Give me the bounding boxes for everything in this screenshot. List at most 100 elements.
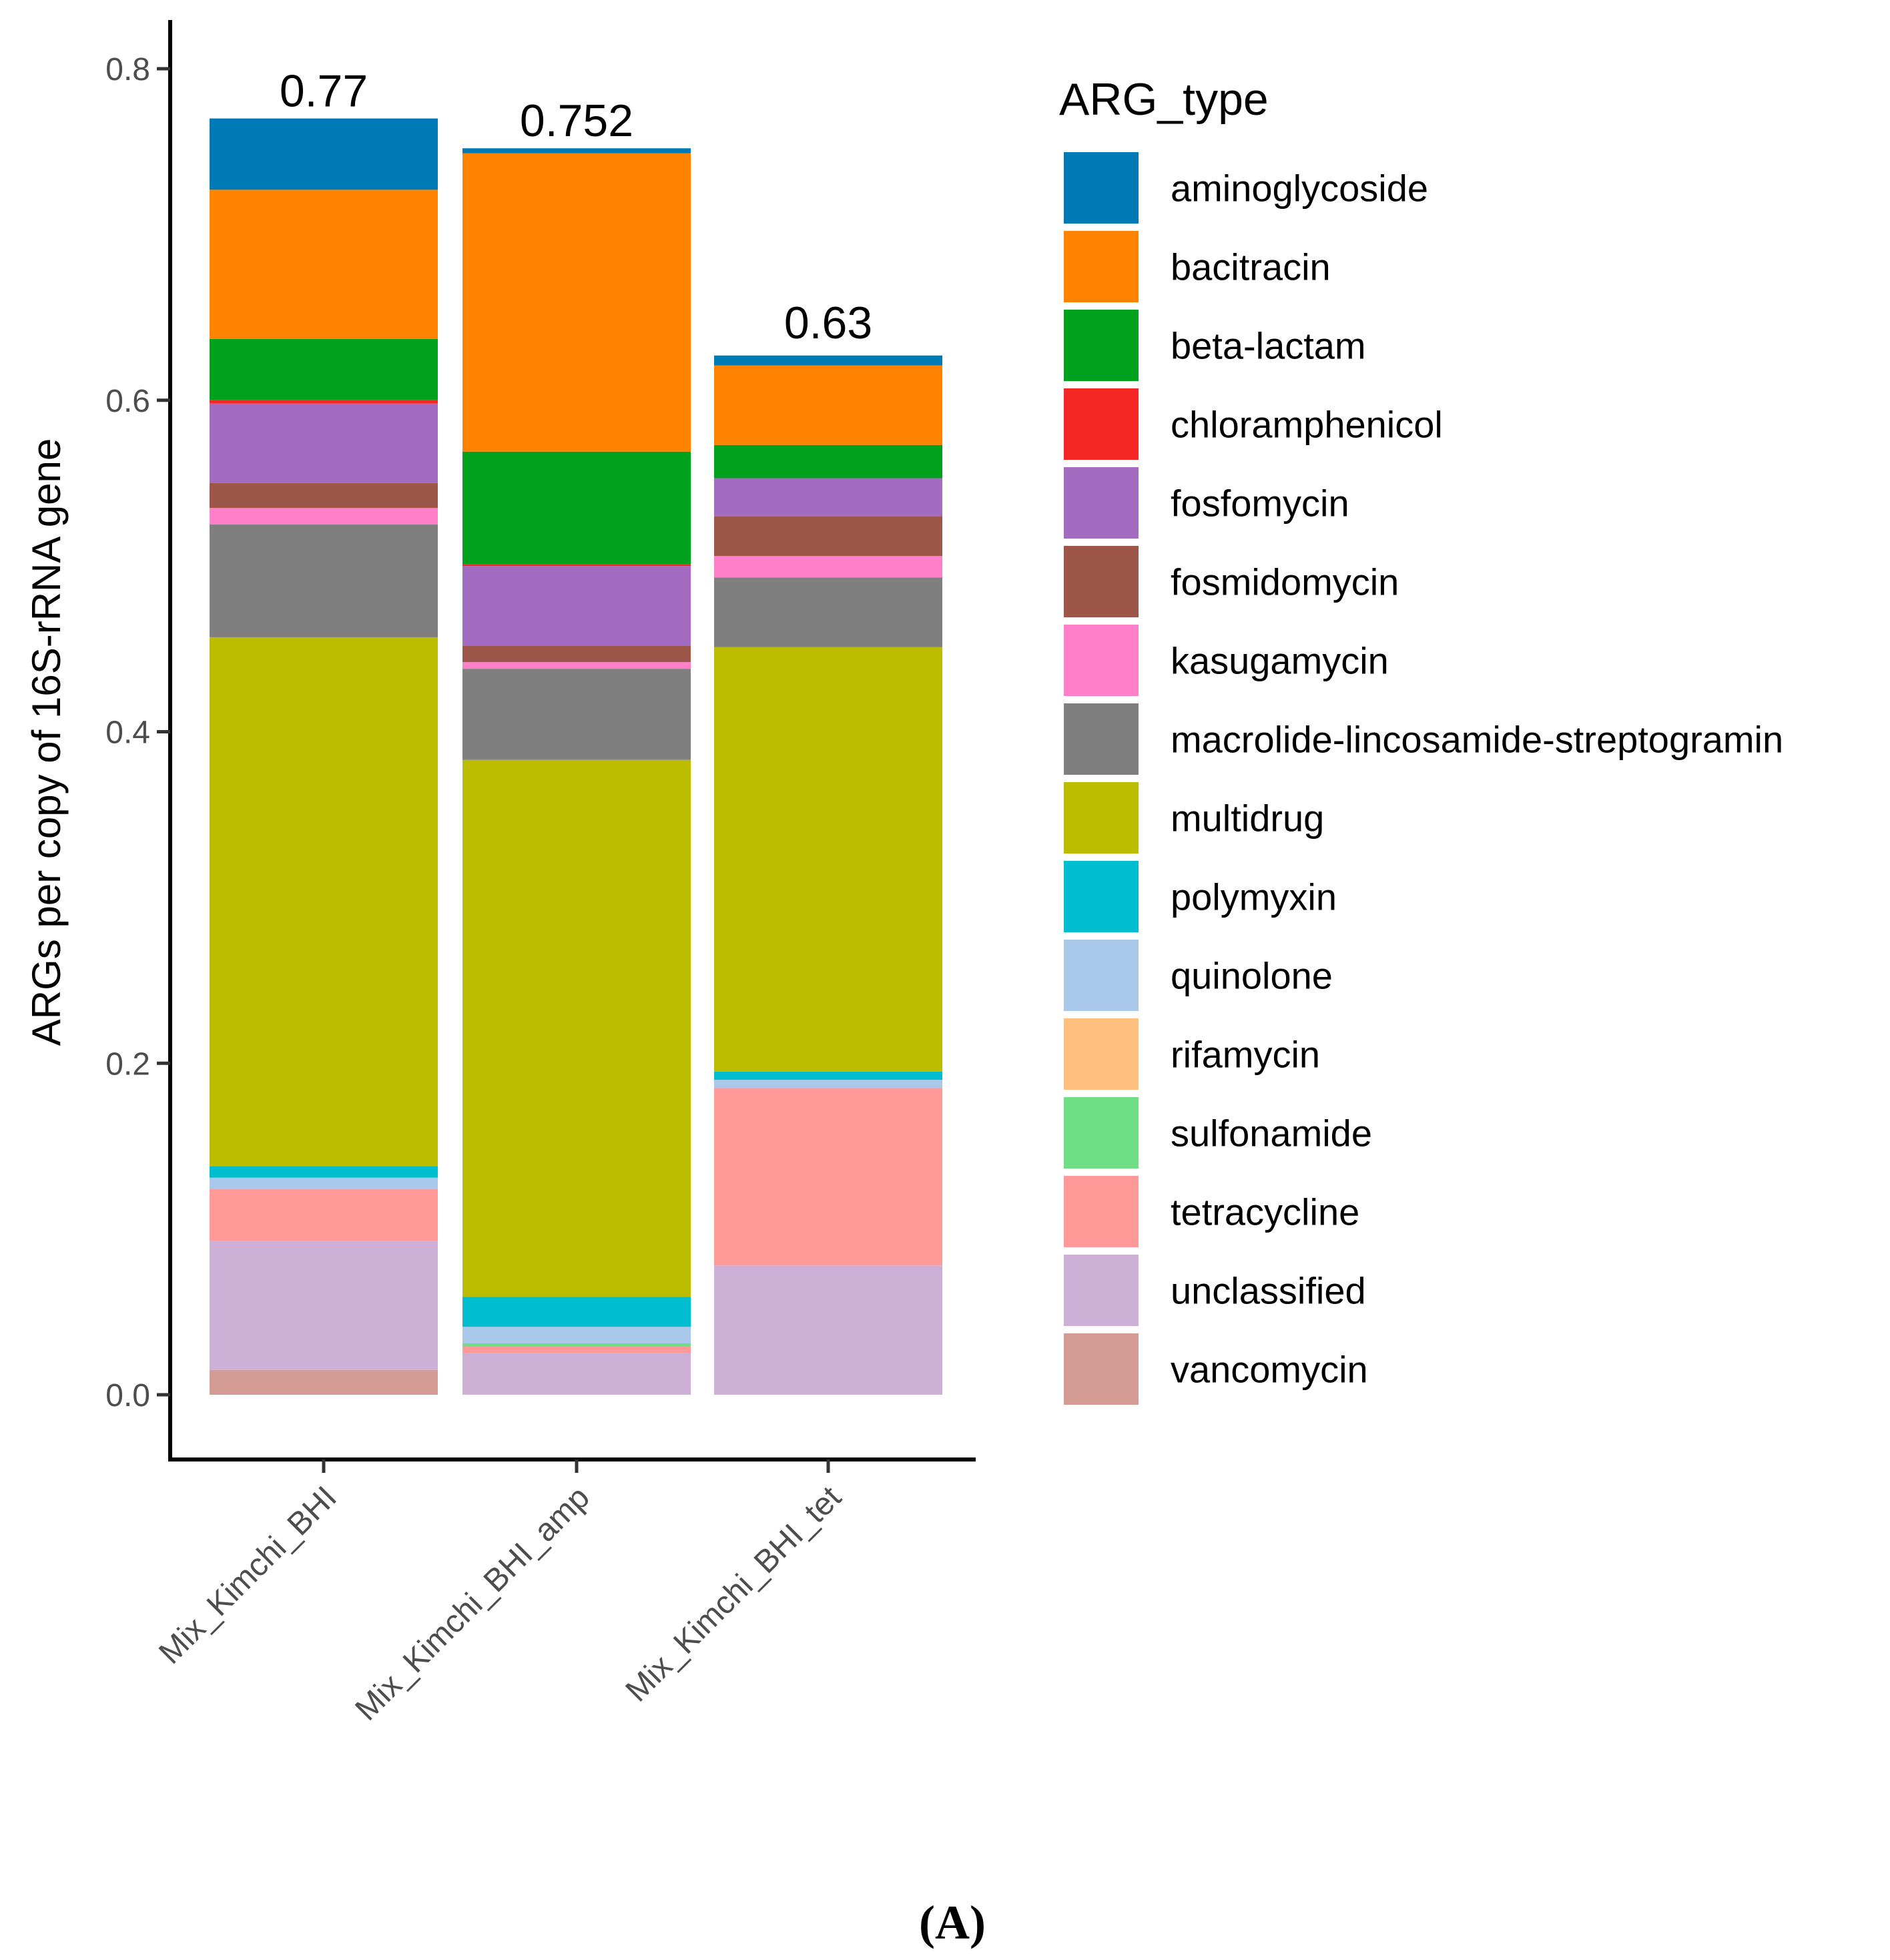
legend-swatch bbox=[1064, 310, 1139, 381]
bar-stack bbox=[462, 148, 691, 1395]
legend-swatch bbox=[1064, 1018, 1139, 1090]
legend-label: macrolide-lincosamide-streptogramin bbox=[1171, 719, 1783, 761]
bar-segment-sulfonamide bbox=[462, 1343, 691, 1347]
legend-item-bacitracin: bacitracin bbox=[1064, 231, 1331, 302]
bar-segment-kasugamycin bbox=[210, 508, 438, 525]
legend-label: unclassified bbox=[1171, 1270, 1366, 1312]
legend-swatch bbox=[1064, 940, 1139, 1011]
bar-segment-tetracycline bbox=[462, 1346, 691, 1353]
bar-segment-polymyxin bbox=[462, 1297, 691, 1327]
bar-segment-quinolone bbox=[462, 1327, 691, 1344]
bar-stack bbox=[210, 118, 438, 1395]
legend-swatch bbox=[1064, 625, 1139, 696]
plot-area: 0.77 0.752 0.63 bbox=[210, 66, 942, 1395]
legend-swatch bbox=[1064, 861, 1139, 932]
legend-label: tetracycline bbox=[1171, 1191, 1359, 1233]
bar-segment-macrolide-lincosamide-streptogramin bbox=[462, 669, 691, 760]
legend-items: aminoglycoside bacitracin beta-lactam chlor… bbox=[1064, 152, 1783, 1405]
bar-segment-multidrug bbox=[462, 759, 691, 1297]
y-tick-label: 0.4 bbox=[105, 715, 150, 751]
bar-segment-bacitracin bbox=[210, 190, 438, 339]
legend-label: fosfomycin bbox=[1171, 482, 1349, 525]
legend-swatch bbox=[1064, 703, 1139, 775]
legend-label: rifamycin bbox=[1171, 1034, 1320, 1076]
bar-segment-macrolide-lincosamide-streptogramin bbox=[210, 525, 438, 637]
y-tick-label: 0.8 bbox=[105, 52, 150, 87]
y-tick-label: 0.0 bbox=[105, 1378, 150, 1413]
bar-segment-quinolone bbox=[714, 1080, 942, 1088]
legend-swatch bbox=[1064, 467, 1139, 539]
bar-segment-chloramphenicol bbox=[210, 400, 438, 404]
legend-label: aminoglycoside bbox=[1171, 168, 1428, 210]
legend-swatch bbox=[1064, 1097, 1139, 1169]
bar-segment-macrolide-lincosamide-streptogramin bbox=[714, 577, 942, 647]
x-axis-ticks: Mix_Kimchi_BHI Mix_Kimchi_BHI_amp Mix_Kimc… bbox=[152, 1459, 848, 1728]
legend-label: vancomycin bbox=[1171, 1349, 1368, 1391]
bar-total-label: 0.752 bbox=[520, 95, 633, 146]
legend-item-chloramphenicol: chloramphenicol bbox=[1064, 388, 1443, 460]
legend-item-fosfomycin: fosfomycin bbox=[1064, 467, 1349, 539]
bar-segment-fosmidomycin bbox=[210, 482, 438, 509]
bar-segment-vancomycin bbox=[210, 1369, 438, 1395]
bar-segment-polymyxin bbox=[210, 1166, 438, 1178]
bar-segment-unclassified bbox=[462, 1353, 691, 1395]
legend-swatch bbox=[1064, 1176, 1139, 1247]
legend-swatch bbox=[1064, 152, 1139, 224]
legend-item-fosmidomycin: fosmidomycin bbox=[1064, 546, 1399, 617]
legend-item-polymyxin: polymyxin bbox=[1064, 861, 1337, 932]
legend-label: polymyxin bbox=[1171, 876, 1337, 918]
bar-segment-beta-lactam bbox=[462, 451, 691, 565]
bar-segment-multidrug bbox=[714, 647, 942, 1072]
y-axis: 0.0 0.2 0.4 0.6 0.8 bbox=[105, 20, 172, 1459]
y-axis-ticks: 0.0 0.2 0.4 0.6 0.8 bbox=[105, 52, 170, 1413]
legend-item-kasugamycin: kasugamycin bbox=[1064, 625, 1389, 696]
x-tick-label: Mix_Kimchi_BHI bbox=[152, 1480, 343, 1670]
bar-segment-quinolone bbox=[210, 1177, 438, 1190]
legend-swatch bbox=[1064, 388, 1139, 460]
y-tick-label: 0.2 bbox=[105, 1046, 150, 1082]
bar-segment-tetracycline bbox=[210, 1189, 438, 1241]
x-tick-label: Mix_Kimchi_BHI_amp bbox=[348, 1480, 596, 1727]
legend-swatch bbox=[1064, 782, 1139, 854]
legend-item-aminoglycoside: aminoglycoside bbox=[1064, 152, 1428, 224]
legend-title: ARG_type bbox=[1059, 74, 1269, 125]
panel-label: (A) bbox=[919, 1896, 986, 1949]
bar-segment-bacitracin bbox=[462, 153, 691, 452]
bar-segment-beta-lactam bbox=[210, 338, 438, 400]
legend-item-macrolide-lincosamide-streptogramin: macrolide-lincosamide-streptogramin bbox=[1064, 703, 1783, 775]
legend-label: bacitracin bbox=[1171, 246, 1331, 288]
bar-segment-fosmidomycin bbox=[714, 516, 942, 557]
bar-segment-fosfomycin bbox=[714, 478, 942, 517]
bar-segment-unclassified bbox=[210, 1241, 438, 1370]
bar-segment-unclassified bbox=[714, 1265, 942, 1395]
bar-total-label: 0.77 bbox=[280, 66, 368, 117]
bar-segment-polymyxin bbox=[714, 1071, 942, 1080]
legend-item-vancomycin: vancomycin bbox=[1064, 1333, 1368, 1405]
bar-segment-fosmidomycin bbox=[462, 645, 691, 663]
legend-item-unclassified: unclassified bbox=[1064, 1255, 1366, 1326]
legend-label: chloramphenicol bbox=[1171, 404, 1443, 446]
bar-segment-beta-lactam bbox=[714, 444, 942, 478]
bar-segment-aminoglycoside bbox=[210, 118, 438, 190]
bar-segment-bacitracin bbox=[714, 365, 942, 445]
legend-swatch bbox=[1064, 546, 1139, 617]
bar-segment-aminoglycoside bbox=[714, 355, 942, 366]
bar-segment-tetracycline bbox=[714, 1088, 942, 1266]
legend-item-multidrug: multidrug bbox=[1064, 782, 1324, 854]
bar-total-label: 0.63 bbox=[784, 298, 872, 348]
legend-item-sulfonamide: sulfonamide bbox=[1064, 1097, 1372, 1169]
bar-stack bbox=[714, 355, 942, 1395]
bar-segment-kasugamycin bbox=[714, 556, 942, 578]
legend-label: kasugamycin bbox=[1171, 640, 1389, 682]
legend-swatch bbox=[1064, 231, 1139, 302]
bar-segment-fosfomycin bbox=[462, 566, 691, 646]
bar-segment-aminoglycoside bbox=[462, 148, 691, 153]
legend-item-beta-lactam: beta-lactam bbox=[1064, 310, 1366, 381]
legend-item-rifamycin: rifamycin bbox=[1064, 1018, 1320, 1090]
x-tick-label: Mix_Kimchi_BHI_tet bbox=[619, 1480, 848, 1708]
legend-item-quinolone: quinolone bbox=[1064, 940, 1333, 1011]
legend-item-tetracycline: tetracycline bbox=[1064, 1176, 1359, 1247]
legend-swatch bbox=[1064, 1333, 1139, 1405]
y-axis-title: ARGs per copy of 16S-rRNA gene bbox=[24, 438, 69, 1046]
